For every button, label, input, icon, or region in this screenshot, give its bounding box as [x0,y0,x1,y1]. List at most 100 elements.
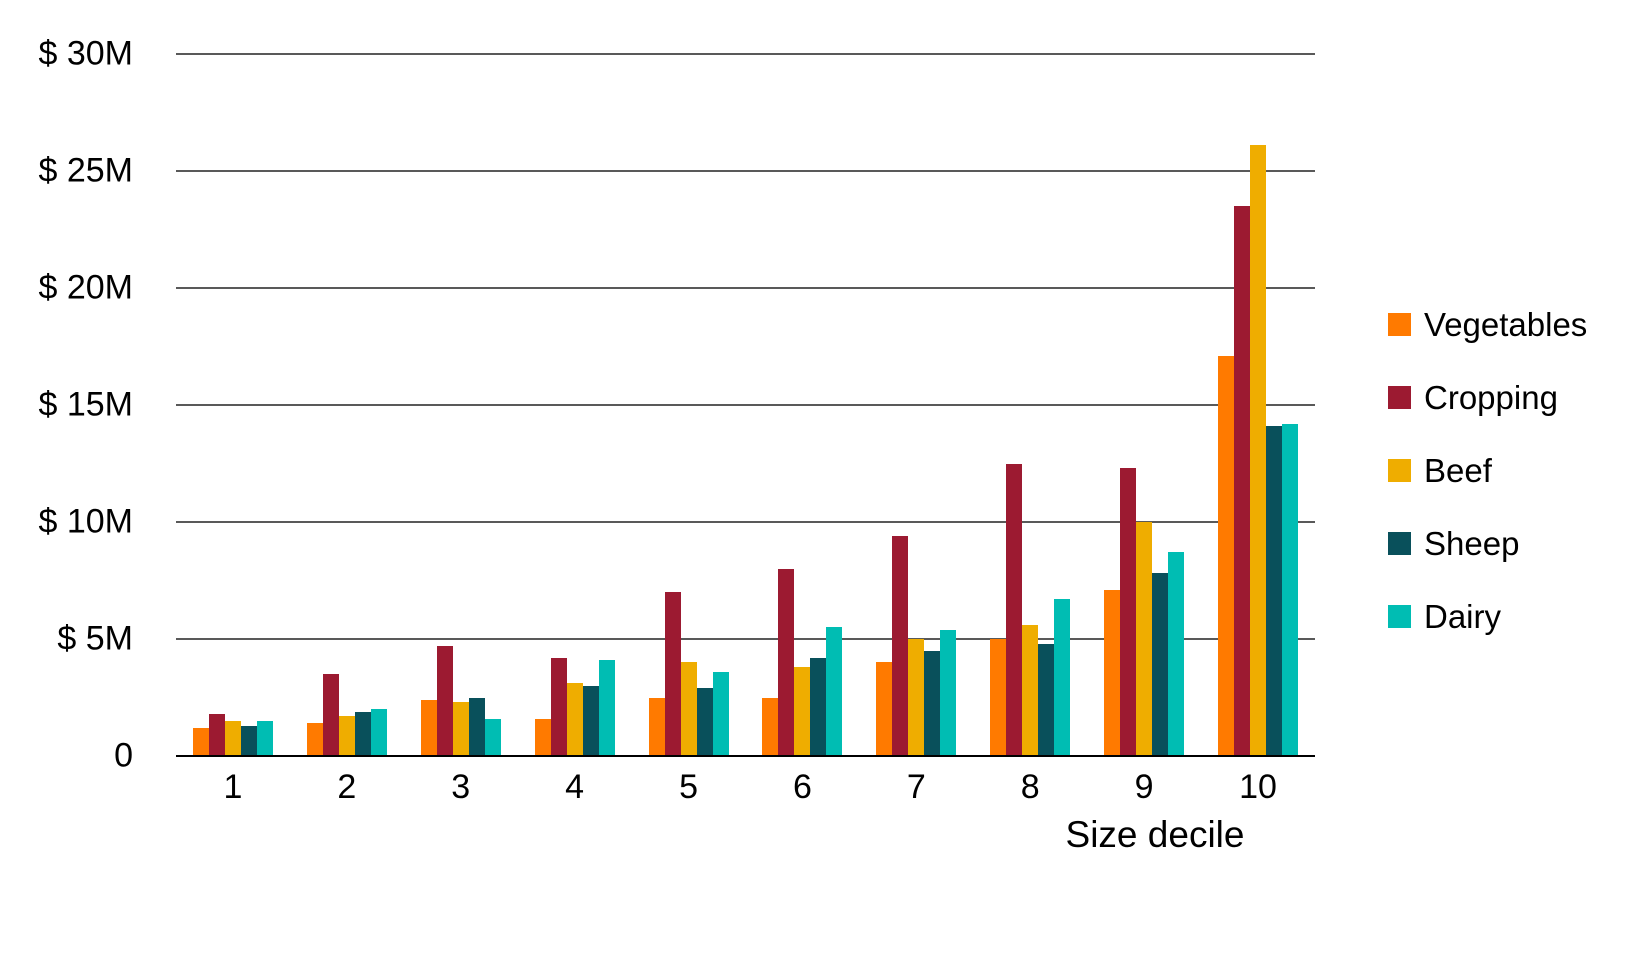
bar-sheep-decile-3 [468,697,485,756]
bar-group-decile-3 [404,54,518,756]
bar-group-decile-2 [290,54,404,756]
bar-dairy-decile-7 [940,629,957,756]
gridline-15M [176,404,1315,406]
x-axis-line [176,755,1315,757]
bar-group-decile-5 [632,54,746,756]
gridline-20M [176,287,1315,289]
y-axis: 0 $ 5M $ 10M $ 15M $ 20M $ 25M $ 30M [0,0,140,960]
bar-cropping-decile-4 [550,657,567,756]
bar-cropping-decile-3 [436,646,453,756]
x-tick-label-4: 4 [565,768,585,806]
bar-sheep-decile-10 [1266,426,1283,756]
legend-swatch-beef [1388,458,1411,482]
bar-sheep-decile-4 [582,685,599,756]
legend-label-cropping: Cropping [1424,378,1558,416]
bar-dairy-decile-3 [484,718,501,756]
legend: Vegetables Cropping Beef Sheep Dairy [1388,308,1587,673]
x-axis-title: Size decile [1065,814,1245,855]
bar-vegetables-decile-3 [420,699,437,756]
bar-beef-decile-4 [566,683,583,756]
x-tick-label-5: 5 [679,768,699,806]
bar-beef-decile-8 [1022,624,1039,756]
legend-swatch-vegetables [1388,312,1411,336]
y-tick-label-20M: $ 20M [38,268,134,307]
bar-vegetables-decile-10 [1218,355,1235,756]
bar-dairy-decile-9 [1168,552,1185,756]
legend-swatch-sheep [1388,531,1411,555]
bar-dairy-decile-10 [1282,423,1299,756]
bar-sheep-decile-6 [810,657,827,756]
legend-label-dairy: Dairy [1424,597,1502,635]
legend-label-beef: Beef [1424,451,1492,489]
bar-group-decile-9 [1087,54,1201,756]
bar-beef-decile-6 [794,667,811,756]
bar-sheep-decile-7 [924,650,941,756]
legend-item-cropping: Cropping [1388,378,1587,416]
bar-cropping-decile-10 [1234,206,1251,756]
x-tick-label-1: 1 [223,768,243,806]
legend-swatch-cropping [1388,385,1411,409]
bar-dairy-decile-2 [370,709,387,756]
bar-cropping-decile-1 [208,713,225,756]
bar-sheep-decile-1 [240,725,257,756]
x-tick-label-7: 7 [906,768,926,806]
plot-area [176,53,1315,757]
legend-item-vegetables: Vegetables [1388,305,1588,343]
bar-vegetables-decile-4 [534,718,551,756]
legend-item-beef: Beef [1388,451,1587,489]
bar-cropping-decile-6 [778,568,795,756]
bar-group-decile-7 [859,54,973,756]
bar-vegetables-decile-5 [648,697,665,756]
legend-item-sheep: Sheep [1388,524,1587,562]
bar-cropping-decile-9 [1120,468,1137,756]
gridline-5M [176,638,1315,640]
bar-sheep-decile-5 [696,688,713,756]
bar-cropping-decile-5 [664,592,681,756]
x-tick-label-2: 2 [337,768,357,806]
y-tick-label-10M: $ 10M [38,502,134,541]
bar-vegetables-decile-7 [876,662,893,756]
bar-dairy-decile-8 [1054,599,1071,756]
y-tick-label-30M: $ 30M [38,34,134,73]
x-tick-label-3: 3 [451,768,471,806]
gridline-10M [176,521,1315,523]
bar-group-decile-10 [1201,54,1315,756]
bar-group-decile-1 [176,54,290,756]
bar-cropping-decile-8 [1006,463,1023,756]
legend-swatch-dairy [1388,604,1411,628]
x-tick-label-8: 8 [1020,768,1040,806]
y-tick-label-5M: $ 5M [57,619,133,658]
bar-cropping-decile-7 [892,536,909,756]
bar-cropping-decile-2 [322,674,339,756]
bar-beef-decile-10 [1250,145,1267,756]
legend-label-sheep: Sheep [1424,524,1520,562]
bar-dairy-decile-6 [826,627,843,756]
bar-sheep-decile-9 [1152,573,1169,756]
bar-group-decile-4 [518,54,632,756]
bar-beef-decile-3 [452,702,469,756]
bar-dairy-decile-1 [256,720,273,756]
legend-item-dairy: Dairy [1388,597,1587,635]
bar-group-decile-8 [973,54,1087,756]
bar-group-decile-6 [746,54,860,756]
y-tick-label-15M: $ 15M [38,385,134,424]
bar-beef-decile-7 [908,639,925,756]
bar-beef-decile-2 [338,716,355,756]
bar-dairy-decile-5 [712,671,729,756]
gridline-25M [176,170,1315,172]
bar-beef-decile-5 [680,662,697,756]
bar-beef-decile-9 [1136,522,1153,756]
bar-beef-decile-1 [224,720,241,756]
x-tick-label-9: 9 [1134,768,1154,806]
bar-vegetables-decile-9 [1104,589,1121,756]
bar-vegetables-decile-2 [306,723,323,756]
bar-sheep-decile-8 [1038,643,1055,756]
x-tick-label-10: 10 [1239,768,1277,806]
gridline-30M [176,53,1315,55]
y-tick-label-0M: 0 [114,736,133,775]
legend-label-vegetables: Vegetables [1424,305,1588,343]
y-tick-label-25M: $ 25M [38,151,134,190]
bar-dairy-decile-4 [598,660,615,756]
bar-vegetables-decile-1 [192,727,209,756]
